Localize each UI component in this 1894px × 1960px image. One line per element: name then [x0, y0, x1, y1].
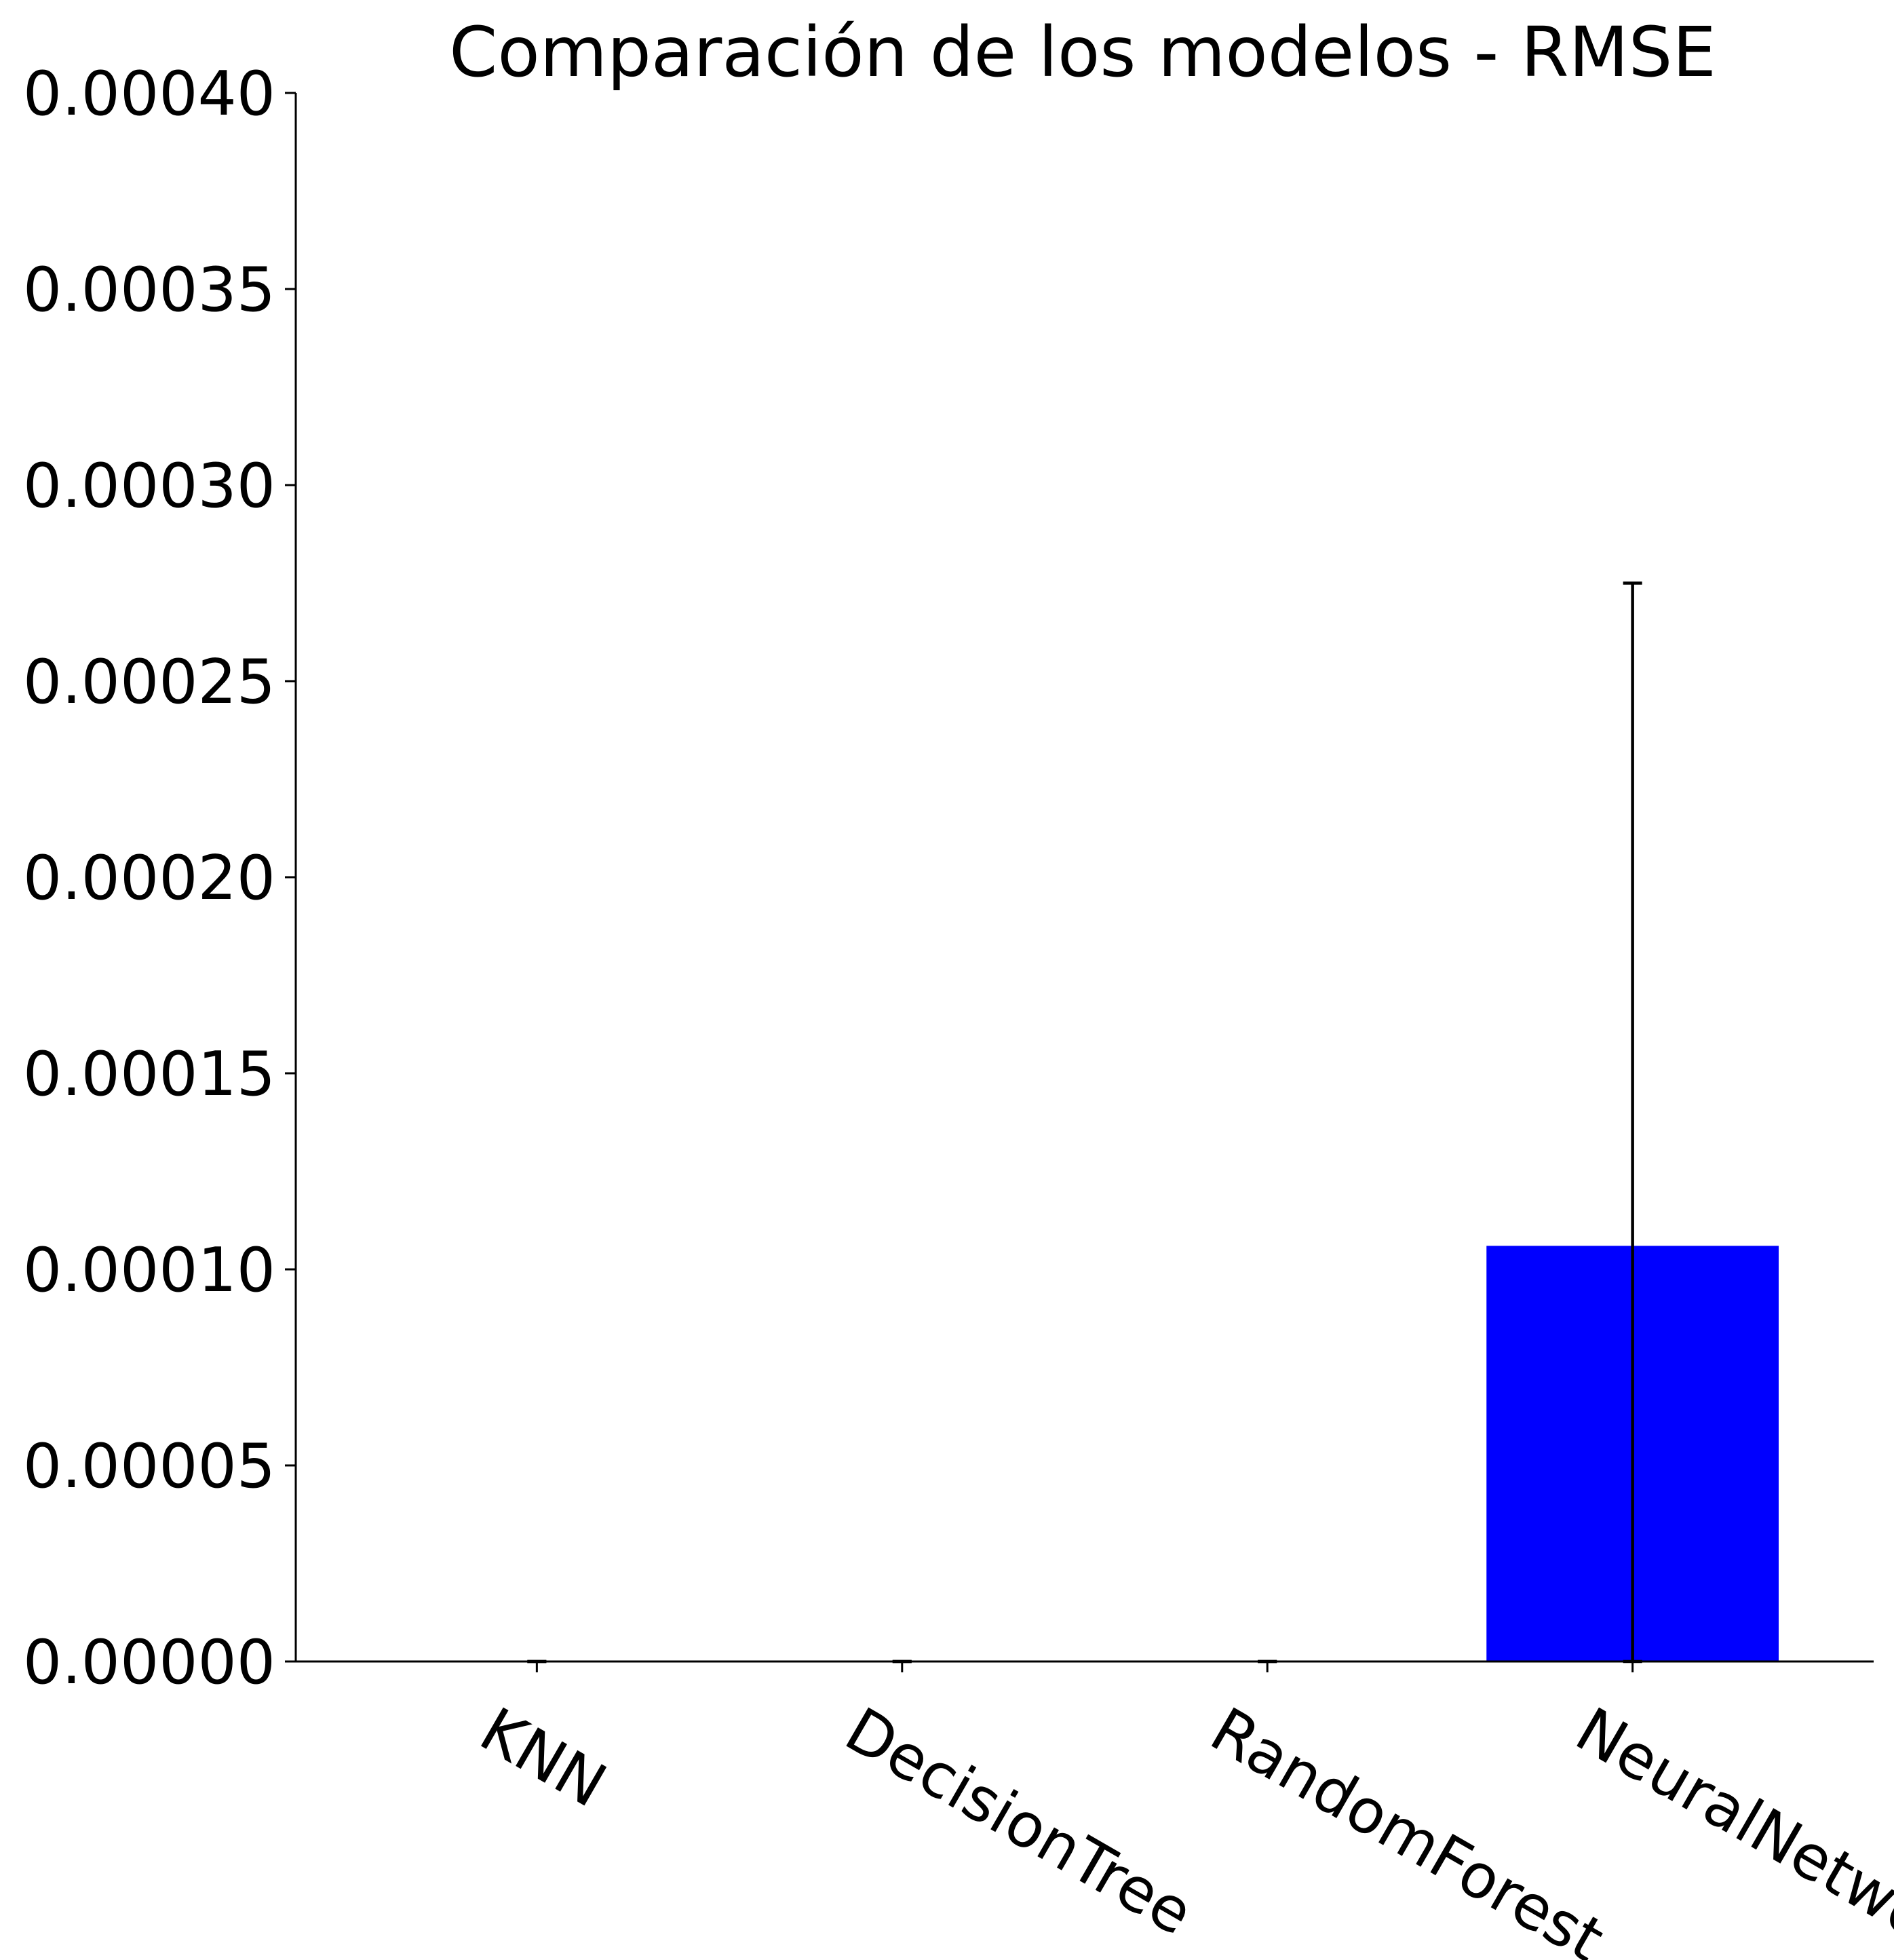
y-axis-ticks: 0.00000 0.00005 0.00010 0.00015 0.00020 0.000…	[23, 58, 296, 1698]
error-bars	[527, 581, 1642, 1664]
x-tick-label: RandomForest	[1199, 1694, 1615, 1960]
chart-title: Comparación de los modelos - RMSE	[449, 12, 1716, 93]
y-tick-label: 0.00010	[23, 1235, 275, 1306]
y-tick-label: 0.00005	[23, 1431, 275, 1502]
y-tick-label: 0.00000	[23, 1627, 275, 1698]
x-tick-label: DecisionTree	[834, 1694, 1205, 1949]
x-tick-label: NeuralNetwork	[1564, 1694, 1894, 1960]
y-tick-label: 0.00035	[23, 254, 275, 326]
y-tick-label: 0.00015	[23, 1039, 275, 1110]
y-tick-label: 0.00030	[23, 450, 275, 522]
y-tick-label: 0.00040	[23, 58, 275, 130]
y-tick-label: 0.00025	[23, 647, 275, 718]
y-tick-label: 0.00020	[23, 843, 275, 914]
x-tick-label: KNN	[468, 1694, 617, 1822]
